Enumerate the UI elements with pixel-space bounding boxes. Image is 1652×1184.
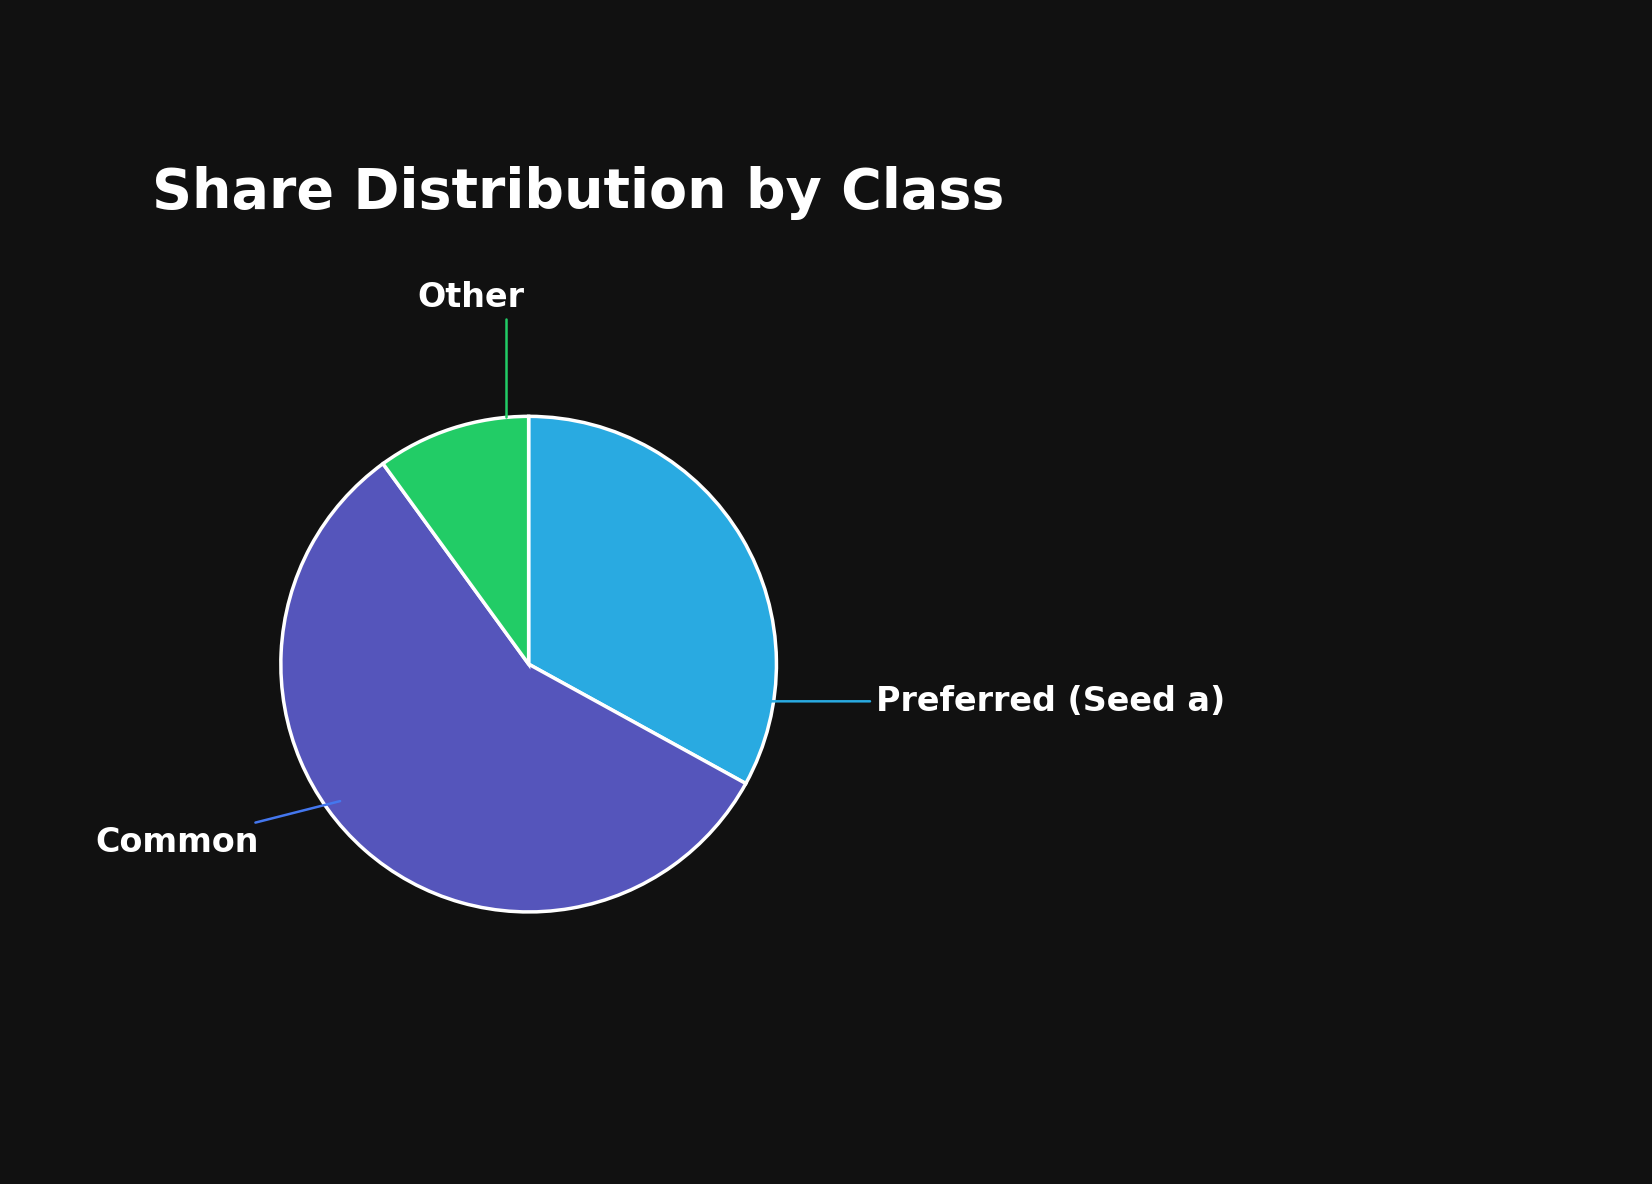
Wedge shape [383,417,529,664]
Text: Common: Common [96,802,340,860]
Wedge shape [529,417,776,784]
Text: Other: Other [416,281,524,417]
Text: Preferred (Seed a): Preferred (Seed a) [667,684,1224,718]
Title: Share Distribution by Class: Share Distribution by Class [152,166,1004,220]
Wedge shape [281,464,745,912]
